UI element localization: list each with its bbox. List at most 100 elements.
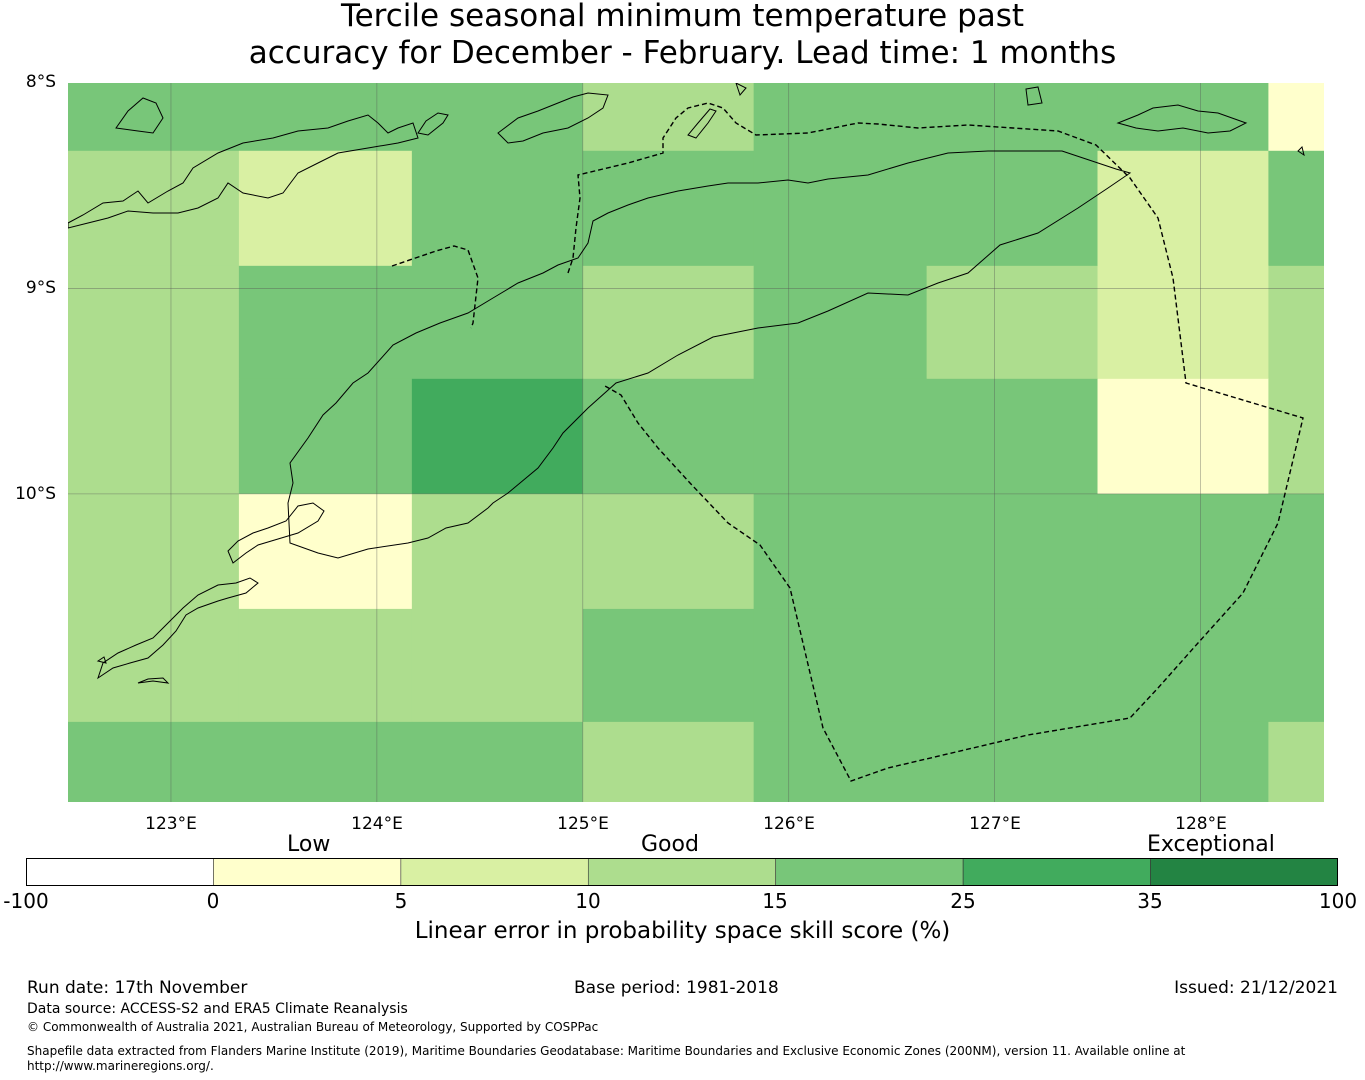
skill-cell (238, 83, 413, 152)
rote-coastline (227, 502, 325, 564)
skill-cell (1268, 493, 1324, 610)
colorbar-segment (962, 858, 1151, 886)
skill-cell (68, 265, 240, 380)
colorbar-segment (587, 858, 777, 886)
colorbar-segment (1150, 858, 1338, 886)
colorbar-tick-label: 25 (950, 889, 976, 913)
ndao-coastline (97, 577, 259, 680)
skill-cell (1268, 378, 1324, 495)
pantar-coastline (417, 112, 449, 136)
skill-cell (68, 608, 240, 723)
lon-label-123e: 123°E (145, 814, 197, 834)
skill-cell (411, 265, 584, 380)
skill-cell (926, 150, 1099, 267)
skill-cell (238, 608, 413, 723)
skill-cell (926, 265, 1099, 380)
graticule (68, 83, 1324, 802)
flores-tip-coastline (115, 97, 164, 134)
lon-label-124e: 124°E (351, 814, 403, 834)
skill-cell (238, 378, 413, 495)
issued-date: Issued: 21/12/2021 (1174, 978, 1338, 998)
colorbar-segment (400, 858, 589, 886)
skill-cell (753, 83, 928, 152)
skill-cell (582, 721, 755, 802)
lon-label-126e: 126°E (763, 814, 815, 834)
skill-cell (926, 721, 1099, 802)
colorbar-tick-label: 100 (1318, 889, 1358, 913)
lat-label-8s: 8°S (25, 72, 56, 92)
colorbar-tick-label: 0 (206, 889, 220, 913)
skill-cell (582, 83, 755, 152)
colorbar-border (26, 858, 1338, 886)
skill-cell (926, 608, 1099, 723)
skill-cell (1097, 378, 1269, 495)
skill-cell (753, 493, 928, 610)
legend-category-good: Good (641, 832, 699, 857)
base-period: Base period: 1981-2018 (574, 978, 779, 998)
skill-cell (68, 150, 240, 267)
atauro-coastline (687, 108, 717, 139)
lat-label-10s: 10°S (15, 484, 56, 504)
skill-cell (582, 493, 755, 610)
skill-cell (1097, 83, 1269, 152)
skill-cell (68, 493, 240, 610)
skill-cell (1268, 721, 1324, 802)
skill-cell (753, 378, 928, 495)
top-island-coastline (735, 83, 747, 96)
skill-cell (582, 378, 755, 495)
skill-cell (1268, 608, 1324, 723)
colorbar-segment (213, 858, 402, 886)
skill-cell (1097, 608, 1269, 723)
savu-coastline (137, 677, 170, 684)
skill-cell (926, 378, 1099, 495)
skill-cell (753, 150, 928, 267)
lon-label-127e: 127°E (969, 814, 1021, 834)
colorbar (26, 858, 1338, 886)
skill-cell (926, 493, 1099, 610)
skill-cell (753, 265, 928, 380)
oecusse-boundary (391, 245, 479, 329)
timor-leste-boundary (567, 102, 1304, 782)
skill-cell (68, 83, 240, 152)
legend-category-exceptional: Exceptional (1147, 832, 1275, 857)
colorbar-tick-label: 5 (394, 889, 408, 913)
shapefile-credit-line2: http://www.marineregions.org/. (27, 1059, 214, 1073)
colorbar-segment (775, 858, 964, 886)
skill-cell (411, 150, 584, 267)
chart-title-line2: accuracy for December - February. Lead t… (248, 35, 1117, 71)
skill-cell (68, 721, 240, 802)
skill-cell (238, 493, 413, 610)
moa-coastline (1297, 146, 1305, 157)
skill-cell (1097, 493, 1269, 610)
lat-label-9s: 9°S (25, 278, 56, 298)
raijua-coastline (96, 656, 107, 664)
colorbar-label: Linear error in probability space skill … (414, 918, 951, 944)
skill-cell (68, 378, 240, 495)
leti-coastline (1025, 86, 1043, 106)
skill-cell (926, 83, 1099, 152)
skill-cell (582, 265, 755, 380)
skill-cell (753, 608, 928, 723)
maritime-boundaries (391, 102, 1304, 782)
colorbar-tick-label: 10 (575, 889, 601, 913)
skill-cell (1097, 721, 1269, 802)
skill-cell (1268, 150, 1324, 267)
skill-cell (411, 608, 584, 723)
skill-cell (411, 378, 584, 495)
skill-cell (411, 83, 584, 152)
skill-cell (1268, 265, 1324, 380)
skill-cell (582, 608, 755, 723)
colorbar-tick-label: 35 (1137, 889, 1163, 913)
timor-coastline (287, 150, 1132, 559)
skill-cell (411, 493, 584, 610)
colorbar-segment (26, 858, 214, 886)
skill-cell (1097, 150, 1269, 267)
colorbar-tick-label: -100 (3, 889, 49, 913)
skill-map (68, 83, 1324, 802)
skill-cell (238, 150, 413, 267)
run-date: Run date: 17th November (27, 978, 248, 998)
wetar-east-coastline (1116, 104, 1248, 134)
data-source: Data source: ACCESS-S2 and ERA5 Climate … (27, 1001, 408, 1017)
colorbar-tick-label: 15 (762, 889, 788, 913)
lon-label-125e: 125°E (557, 814, 609, 834)
